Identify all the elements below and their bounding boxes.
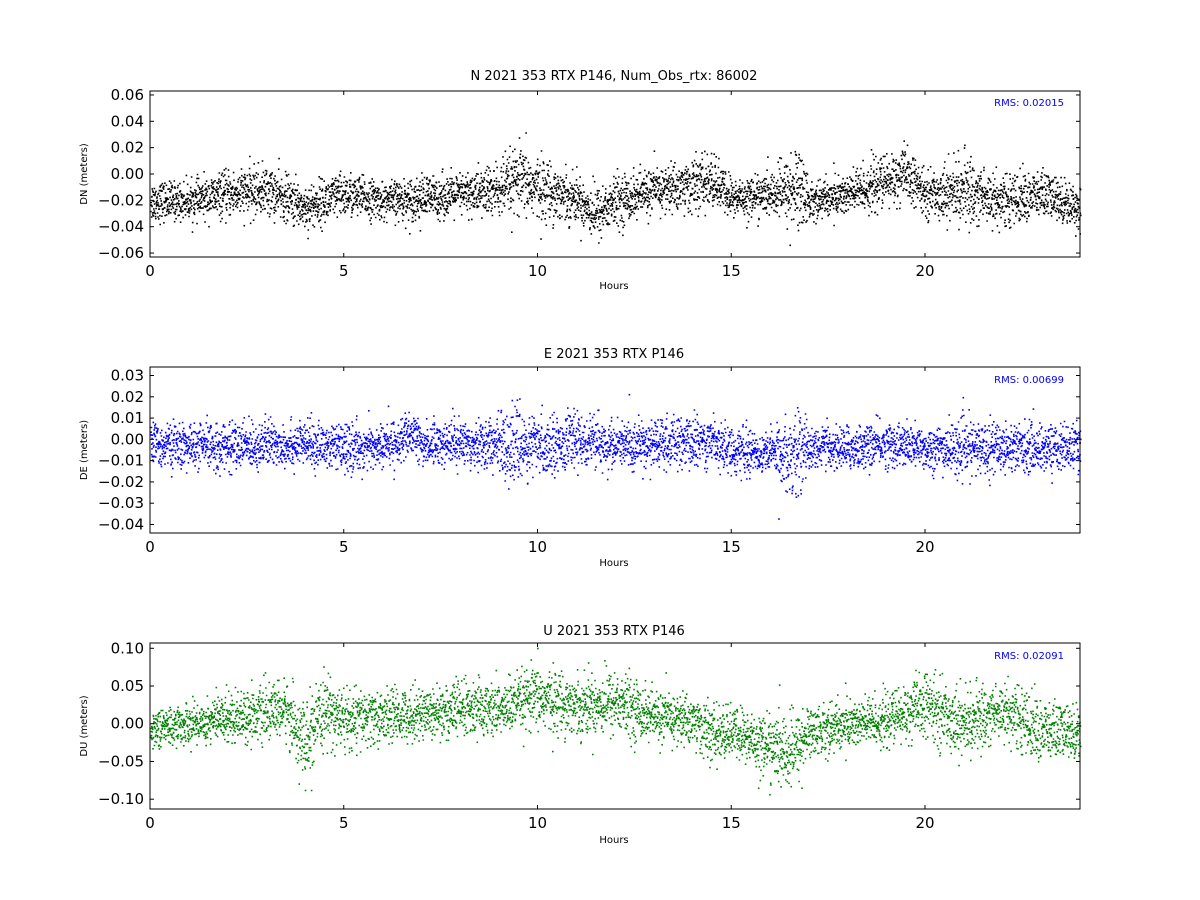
x-tick-label: 0 [145,814,155,832]
y-ticks: −0.06 −0.04 −0.02 0.00 0.02 0.04 0.06 [98,86,1080,262]
panel-n: N 2021 353 RTX P146, Num_Obs_rtx: 86002 … [79,69,1082,292]
scatter-point [150,647,1082,796]
data-points [150,132,1082,247]
scatter-point [150,393,1082,520]
y-tick-label: 0.01 [111,409,144,427]
plot-frame [149,366,1081,534]
x-tick-label: 20 [915,262,934,280]
y-tick-label: 0.02 [111,139,144,157]
x-tick-label: 0 [145,262,155,280]
y-axis-label: DN (meters) [79,143,90,205]
x-tick-label: 0 [145,538,155,556]
y-tick-label: 0.00 [111,715,144,733]
rms-annotation: RMS: 0.02015 [994,98,1064,109]
x-tick-label: 10 [528,814,547,832]
x-ticks: 0 5 10 15 20 [145,367,935,556]
panel-title: N 2021 353 RTX P146, Num_Obs_rtx: 86002 [471,69,758,84]
y-axis-label: DU (meters) [79,695,90,756]
plot-frame [149,642,1081,810]
y-tick-label: −0.02 [98,473,144,491]
x-tick-label: 15 [722,538,741,556]
x-axis-label: Hours [599,835,628,846]
y-tick-label: 0.00 [111,430,144,448]
x-tick-label: 5 [339,538,349,556]
data-points [150,393,1082,520]
y-tick-label: 0.06 [111,86,144,104]
y-tick-label: −0.01 [98,452,144,470]
rms-annotation: RMS: 0.02091 [994,651,1064,662]
y-tick-label: −0.03 [98,494,144,512]
x-tick-label: 15 [722,262,741,280]
x-tick-label: 15 [722,814,741,832]
y-tick-label: −0.06 [98,244,144,262]
rms-annotation: RMS: 0.00699 [994,375,1064,386]
x-tick-label: 5 [339,262,349,280]
y-ticks: −0.10 −0.05 0.00 0.05 0.10 [98,639,1080,808]
x-ticks: 0 5 10 15 20 [145,91,935,280]
x-tick-label: 10 [528,538,547,556]
x-tick-label: 5 [339,814,349,832]
scatter-point [150,132,1082,247]
y-tick-label: −0.05 [98,752,144,770]
y-tick-label: −0.10 [98,790,144,808]
y-tick-label: −0.02 [98,191,144,209]
y-tick-label: 0.02 [111,388,144,406]
y-tick-label: 0.03 [111,367,144,385]
data-points [150,647,1082,796]
x-axis-label: Hours [599,558,628,569]
x-tick-label: 10 [528,262,547,280]
y-axis-label: DE (meters) [79,420,90,480]
x-tick-label: 20 [915,814,934,832]
y-tick-label: 0.05 [111,677,144,695]
panel-title: E 2021 353 RTX P146 [544,347,684,362]
y-tick-label: 0.00 [111,165,144,183]
y-tick-label: −0.04 [98,218,144,236]
y-ticks: −0.04 −0.03 −0.02 −0.01 0.00 0.01 0.02 0.03 [98,367,1080,533]
panel-title: U 2021 353 RTX P146 [543,624,685,639]
x-axis-label: Hours [599,281,628,292]
x-ticks: 0 5 10 15 20 [145,643,935,832]
y-tick-label: −0.04 [98,515,144,533]
x-tick-label: 20 [915,538,934,556]
panel-u: U 2021 353 RTX P146 −0.10 −0.05 0.00 0.05 0.… [79,624,1082,846]
panel-e: E 2021 353 RTX P146 −0.04 −0.03 −0.02 −0.01… [79,347,1082,569]
y-tick-label: 0.04 [111,112,144,130]
y-tick-label: 0.10 [111,639,144,657]
